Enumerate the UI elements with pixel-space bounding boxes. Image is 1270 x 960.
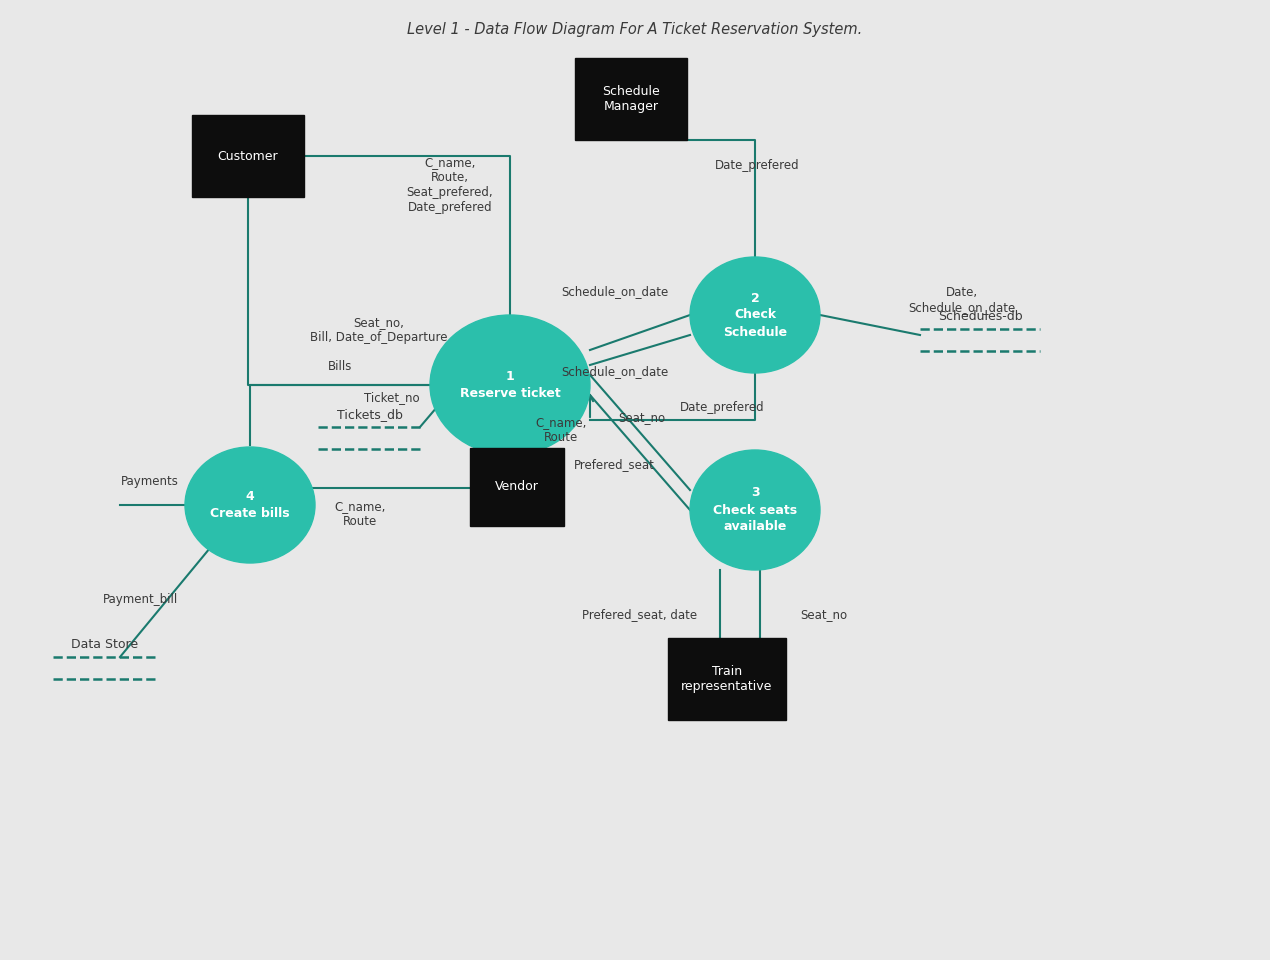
FancyBboxPatch shape xyxy=(668,638,786,720)
Text: Seat_no,
Bill, Date_of_Departure: Seat_no, Bill, Date_of_Departure xyxy=(310,316,447,344)
Text: C_name,
Route: C_name, Route xyxy=(535,416,587,444)
Text: C_name,
Route: C_name, Route xyxy=(334,500,386,528)
Text: 4
Create bills: 4 Create bills xyxy=(211,490,290,520)
FancyBboxPatch shape xyxy=(192,115,304,197)
Ellipse shape xyxy=(690,257,820,373)
Text: 1
Reserve ticket: 1 Reserve ticket xyxy=(460,370,560,400)
Text: Date_prefered: Date_prefered xyxy=(715,158,800,172)
Text: Train
representative: Train representative xyxy=(681,665,772,693)
Text: 3
Check seats
available: 3 Check seats available xyxy=(712,487,798,534)
Text: Bills: Bills xyxy=(328,360,352,373)
Text: Data Store: Data Store xyxy=(71,638,138,651)
FancyBboxPatch shape xyxy=(470,448,564,526)
Text: Seat_no: Seat_no xyxy=(618,412,665,424)
Text: Level 1 - Data Flow Diagram For A Ticket Reservation System.: Level 1 - Data Flow Diagram For A Ticket… xyxy=(408,22,862,37)
FancyBboxPatch shape xyxy=(575,58,687,140)
Text: Vendor: Vendor xyxy=(495,481,538,493)
Ellipse shape xyxy=(690,450,820,570)
Text: Schedules-db: Schedules-db xyxy=(937,310,1022,323)
Text: Payment_bill: Payment_bill xyxy=(103,593,178,607)
Text: C_name,
Route,
Seat_prefered,
Date_prefered: C_name, Route, Seat_prefered, Date_prefe… xyxy=(406,156,493,214)
Ellipse shape xyxy=(431,315,591,455)
Text: Schedule
Manager: Schedule Manager xyxy=(602,85,660,113)
Ellipse shape xyxy=(185,447,315,563)
Text: Date,
Schedule_on_date: Date, Schedule_on_date xyxy=(908,286,1015,314)
Text: Prefered_seat: Prefered_seat xyxy=(574,459,655,471)
Text: Customer: Customer xyxy=(217,150,278,162)
Text: 2
Check
Schedule: 2 Check Schedule xyxy=(723,292,787,339)
Text: Schedule_on_date: Schedule_on_date xyxy=(561,365,668,378)
Text: Schedule_on_date: Schedule_on_date xyxy=(561,285,668,298)
Text: Date_prefered: Date_prefered xyxy=(679,401,765,415)
Text: Prefered_seat, date: Prefered_seat, date xyxy=(583,609,697,621)
Text: Payments: Payments xyxy=(121,475,179,488)
Text: Seat_no: Seat_no xyxy=(800,609,847,621)
Text: Tickets_db: Tickets_db xyxy=(337,408,403,421)
Text: Ticket_no: Ticket_no xyxy=(364,392,420,404)
